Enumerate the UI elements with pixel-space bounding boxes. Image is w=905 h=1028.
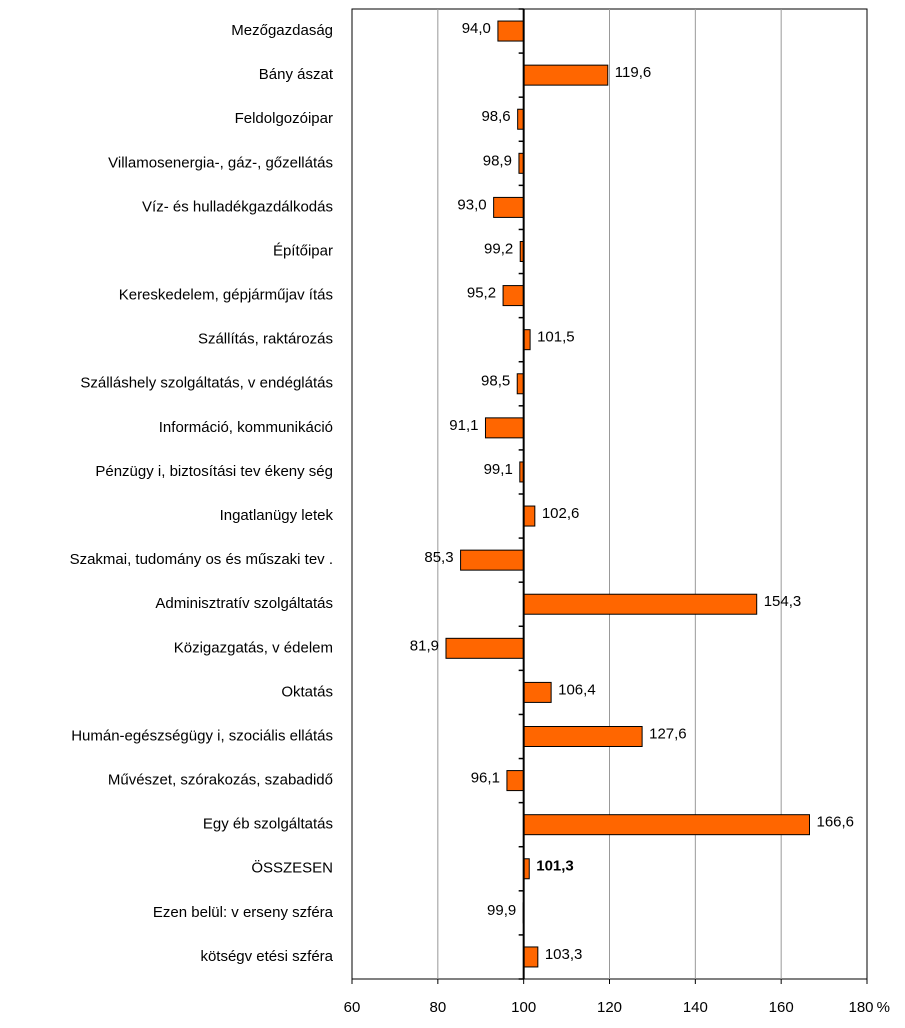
value-label: 98,9 (483, 152, 512, 169)
value-label: 98,5 (481, 373, 510, 390)
y-tick-label: Feldolgozóipar (235, 110, 333, 127)
bar (523, 814, 810, 836)
x-tick-label: 120 (597, 999, 622, 1016)
x-tick-label: 180 (848, 999, 873, 1016)
y-tick-label: Oktatás (281, 683, 333, 700)
y-tick-label: Bány ászat (259, 66, 334, 83)
value-label: 99,9 (487, 902, 516, 919)
x-axis-label: % (877, 999, 890, 1016)
y-tick-label: Közigazgatás, v édelem (174, 639, 333, 656)
value-label: 101,3 (536, 858, 574, 875)
value-label: 94,0 (462, 20, 491, 37)
y-tick-label: Építőipar (273, 242, 333, 259)
value-label: 106,4 (558, 681, 596, 698)
value-label: 85,3 (424, 549, 453, 566)
value-label: 99,1 (484, 461, 513, 478)
x-tick-label: 60 (344, 999, 361, 1016)
x-tick-label: 80 (429, 999, 446, 1016)
value-label: 99,2 (484, 240, 513, 257)
x-tick-label: 140 (683, 999, 708, 1016)
bar (523, 593, 758, 615)
value-label: 103,3 (545, 946, 583, 963)
y-tick-label: Információ, kommunikáció (159, 419, 333, 436)
y-tick-label: Szálláshely szolgáltatás, v endéglátás (80, 375, 333, 392)
y-tick-label: Adminisztratív szolgáltatás (155, 595, 333, 612)
y-tick-label: Szállítás, raktározás (198, 331, 333, 348)
value-label: 93,0 (457, 196, 486, 213)
value-label: 96,1 (471, 770, 500, 787)
value-label: 119,6 (615, 64, 651, 81)
bar (484, 417, 525, 439)
y-tick-label: ÖSSZESEN (251, 859, 333, 877)
bar (460, 549, 525, 571)
bar (445, 637, 525, 659)
y-tick-label: Ingatlanügy letek (220, 507, 334, 524)
y-tick-label: Villamosenergia-, gáz-, gőzellátás (108, 154, 333, 171)
value-label: 95,2 (467, 285, 496, 302)
bar (497, 20, 525, 42)
bar (493, 196, 525, 218)
value-label: 81,9 (410, 637, 439, 654)
value-label: 102,6 (542, 505, 580, 522)
bar (523, 505, 536, 527)
x-tick-label: 100 (511, 999, 536, 1016)
y-tick-label: Egy éb szolgáltatás (203, 816, 333, 833)
bar (523, 726, 643, 747)
y-tick-label: kötségv etési szféra (200, 948, 333, 965)
y-tick-label: Ezen belül: v erseny szféra (153, 904, 334, 921)
bar (502, 285, 525, 307)
bar (506, 770, 525, 792)
y-tick-label: Művészet, szórakozás, szabadidő (108, 772, 333, 789)
bar (523, 946, 539, 968)
value-label: 154,3 (764, 593, 802, 610)
y-tick-label: Pénzügy i, biztosítási tev ékeny ség (95, 463, 333, 480)
value-label: 98,6 (481, 108, 510, 125)
value-label: 101,5 (537, 329, 575, 346)
y-tick-label: Humán-egészségügy i, szociális ellátás (71, 727, 333, 744)
x-tick-label: 160 (769, 999, 794, 1016)
y-tick-label: Kereskedelem, gépjárműjav ítás (119, 287, 333, 304)
y-tick-label: Víz- és hulladékgazdálkodás (142, 198, 333, 215)
value-label: 127,6 (649, 725, 687, 742)
bar (523, 681, 552, 703)
y-tick-label: Mezőgazdaság (231, 22, 333, 39)
value-label: 91,1 (449, 417, 478, 434)
bar (523, 64, 609, 86)
y-tick-label: Szakmai, tudomány os és műszaki tev . (70, 551, 333, 568)
value-label: 166,6 (816, 814, 854, 831)
